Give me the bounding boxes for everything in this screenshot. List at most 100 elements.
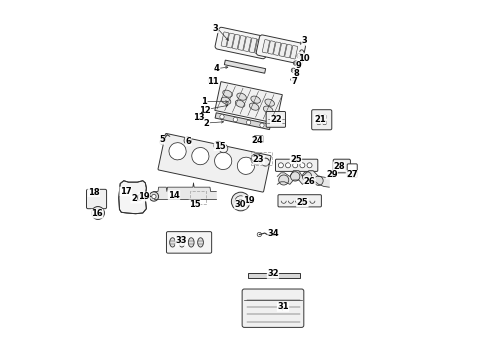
Text: 20: 20	[131, 194, 143, 203]
FancyBboxPatch shape	[248, 273, 300, 278]
Text: 30: 30	[235, 200, 246, 209]
Text: 26: 26	[304, 176, 316, 185]
FancyBboxPatch shape	[347, 164, 357, 177]
FancyBboxPatch shape	[254, 135, 263, 143]
Text: 32: 32	[267, 269, 279, 278]
Text: 3: 3	[302, 36, 307, 45]
Circle shape	[239, 199, 243, 204]
FancyBboxPatch shape	[167, 231, 212, 253]
Text: 11: 11	[207, 77, 219, 86]
Text: 1: 1	[201, 97, 207, 106]
FancyBboxPatch shape	[238, 36, 245, 50]
Circle shape	[322, 115, 327, 119]
Text: 25: 25	[296, 198, 308, 207]
Text: 17: 17	[120, 187, 131, 196]
Circle shape	[294, 62, 296, 64]
Text: 5: 5	[159, 135, 165, 144]
FancyBboxPatch shape	[215, 27, 269, 59]
Text: 19: 19	[138, 192, 149, 201]
Circle shape	[300, 163, 305, 168]
Text: 33: 33	[175, 237, 187, 246]
Polygon shape	[119, 181, 147, 214]
FancyBboxPatch shape	[285, 44, 292, 58]
Circle shape	[152, 194, 156, 199]
Circle shape	[135, 196, 140, 201]
Text: 25: 25	[290, 155, 302, 164]
FancyBboxPatch shape	[224, 60, 266, 73]
Text: 29: 29	[326, 170, 338, 179]
Text: 23: 23	[253, 156, 265, 165]
Circle shape	[95, 210, 101, 216]
FancyBboxPatch shape	[249, 38, 257, 53]
Text: 24: 24	[251, 136, 263, 145]
Circle shape	[297, 53, 302, 58]
Circle shape	[240, 196, 250, 206]
FancyBboxPatch shape	[232, 34, 240, 49]
Ellipse shape	[221, 97, 231, 104]
Ellipse shape	[170, 238, 175, 247]
Circle shape	[330, 171, 336, 177]
Circle shape	[169, 143, 186, 160]
Circle shape	[192, 148, 209, 165]
Text: 7: 7	[291, 77, 297, 86]
Text: 15: 15	[189, 200, 201, 209]
FancyBboxPatch shape	[291, 46, 298, 59]
Circle shape	[235, 196, 246, 207]
Circle shape	[214, 141, 222, 150]
Circle shape	[314, 176, 323, 185]
Text: 3: 3	[213, 24, 219, 33]
Text: 12: 12	[199, 106, 211, 115]
Circle shape	[278, 163, 283, 168]
Text: 8: 8	[293, 69, 299, 78]
Text: 4: 4	[213, 64, 219, 73]
Ellipse shape	[188, 238, 194, 247]
Circle shape	[219, 144, 228, 153]
FancyBboxPatch shape	[275, 159, 318, 171]
Circle shape	[291, 68, 295, 72]
Circle shape	[257, 232, 262, 237]
Text: 13: 13	[193, 113, 205, 122]
FancyBboxPatch shape	[262, 40, 270, 53]
FancyBboxPatch shape	[279, 43, 287, 57]
Circle shape	[260, 123, 264, 127]
FancyBboxPatch shape	[255, 39, 263, 54]
Text: 27: 27	[346, 171, 358, 180]
Circle shape	[317, 115, 321, 119]
Circle shape	[216, 144, 220, 147]
Circle shape	[294, 61, 298, 65]
Circle shape	[298, 55, 301, 57]
Ellipse shape	[197, 238, 203, 247]
Text: 10: 10	[297, 54, 309, 63]
Circle shape	[221, 147, 225, 150]
FancyBboxPatch shape	[333, 159, 350, 173]
Text: 15: 15	[214, 142, 226, 151]
Ellipse shape	[265, 99, 274, 106]
Text: 18: 18	[88, 188, 99, 197]
Circle shape	[293, 163, 298, 168]
FancyBboxPatch shape	[221, 32, 229, 47]
Circle shape	[184, 137, 191, 144]
FancyBboxPatch shape	[244, 37, 251, 51]
Circle shape	[220, 114, 224, 119]
FancyBboxPatch shape	[256, 35, 305, 64]
Circle shape	[293, 69, 294, 71]
Ellipse shape	[179, 238, 185, 247]
Ellipse shape	[251, 96, 260, 103]
Ellipse shape	[235, 100, 245, 107]
Circle shape	[231, 192, 250, 211]
Ellipse shape	[223, 90, 232, 97]
Text: 6: 6	[185, 137, 191, 146]
Ellipse shape	[249, 103, 259, 110]
Circle shape	[92, 207, 104, 220]
Text: 28: 28	[333, 162, 345, 171]
Circle shape	[243, 199, 247, 203]
FancyBboxPatch shape	[215, 113, 270, 130]
FancyBboxPatch shape	[312, 110, 332, 130]
FancyBboxPatch shape	[266, 112, 286, 127]
Circle shape	[97, 212, 99, 214]
Circle shape	[237, 157, 255, 174]
Circle shape	[233, 117, 238, 122]
Text: 22: 22	[270, 115, 282, 124]
Ellipse shape	[291, 78, 294, 81]
Text: 34: 34	[268, 229, 279, 238]
